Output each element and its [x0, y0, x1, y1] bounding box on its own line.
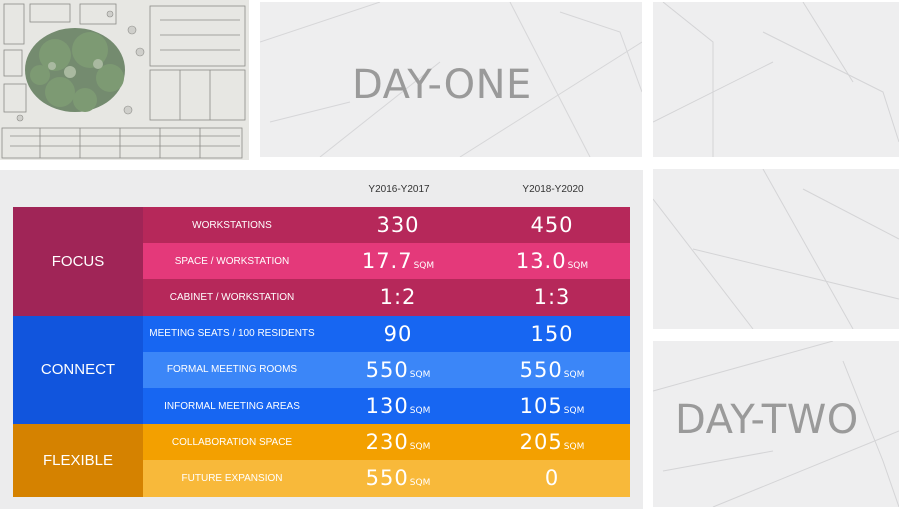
blueprint-background	[260, 2, 642, 157]
metric-value-period-1: 130SQM	[321, 394, 475, 418]
table-row: INFORMAL MEETING AREAS 130SQM 105SQM	[143, 388, 630, 425]
value-number: 17.7	[361, 249, 413, 274]
metric-label: CABINET / WORKSTATION	[169, 291, 295, 303]
table-row: SPACE / WORKSTATION 17.7SQM 13.0SQM	[143, 243, 630, 280]
value-unit: SQM	[563, 406, 585, 417]
metric-value-period-1: 230SQM	[321, 430, 475, 454]
metric-label: INFORMAL MEETING AREAS	[164, 400, 300, 412]
value-unit: SQM	[563, 369, 585, 380]
metric-label: MEETING SEATS / 100 RESIDENTS	[149, 328, 315, 340]
value-number: 550	[365, 357, 409, 382]
table-row: MEETING SEATS / 100 RESIDENTS 90 150	[143, 315, 630, 352]
value-number: 330	[376, 213, 420, 238]
value-unit: SQM	[409, 442, 431, 453]
blueprint-tile-top-right	[653, 2, 899, 157]
metric-value-period-1: 90	[321, 322, 475, 346]
table-row: WORKSTATIONS 330 450	[143, 207, 630, 244]
table-row: FORMAL MEETING ROOMS 550SQM 550SQM	[143, 351, 630, 388]
metric-value-period-1: 550SQM	[321, 358, 475, 382]
metric-label: COLLABORATION SPACE	[171, 436, 293, 448]
metric-value-period-2: 450	[475, 213, 629, 237]
value-number: 150	[530, 321, 574, 346]
value-number: 90	[383, 321, 413, 346]
metric-value-period-2: 550SQM	[475, 358, 629, 382]
value-number: 1:3	[533, 285, 571, 310]
table-row: FUTURE EXPANSION 550SQM 0	[143, 460, 630, 497]
group-label-connect: CONNECT	[13, 315, 143, 425]
blueprint-background	[653, 341, 899, 507]
value-number: 1:2	[379, 285, 417, 310]
value-unit: SQM	[409, 406, 431, 417]
value-number: 130	[365, 394, 409, 419]
metric-label: WORKSTATIONS	[192, 219, 272, 231]
value-unit: SQM	[409, 369, 431, 380]
metric-value-period-2: 150	[475, 322, 629, 346]
blueprint-tile-middle-right	[653, 169, 899, 329]
value-number: 13.0	[515, 249, 567, 274]
table-row: CABINET / WORKSTATION 1:2 1:3	[143, 279, 630, 316]
day-one-label: DAY-ONE	[352, 62, 532, 108]
value-unit: SQM	[413, 261, 435, 272]
value-number: 105	[519, 394, 563, 419]
day-one-tile: DAY-ONE	[260, 2, 642, 157]
metric-value-period-1: 330	[321, 213, 475, 237]
value-number: 0	[544, 466, 560, 491]
day-two-tile: DAY-TWO	[653, 341, 899, 507]
metrics-table: FOCUS WORKSTATIONS 330 450 SPACE / WORKSTATI…	[13, 207, 630, 497]
metric-label: FUTURE EXPANSION	[181, 472, 283, 484]
metric-value-period-1: 550SQM	[321, 466, 475, 490]
metric-value-period-2: 105SQM	[475, 394, 629, 418]
value-unit: SQM	[563, 442, 585, 453]
floor-plan-drawing	[0, 0, 249, 160]
blueprint-background	[653, 2, 899, 157]
table-row: COLLABORATION SPACE 230SQM 205SQM	[143, 424, 630, 461]
group-label-flexible: FLEXIBLE	[13, 424, 143, 497]
blueprint-background	[653, 169, 899, 329]
floor-plan-image	[0, 0, 249, 160]
metric-value-period-1: 1:2	[321, 285, 475, 309]
value-number: 450	[530, 213, 574, 238]
metric-value-period-2: 0	[475, 466, 629, 490]
column-header-period-1: Y2016-Y2017	[368, 184, 430, 195]
column-header-period-2: Y2018-Y2020	[522, 184, 584, 195]
value-number: 550	[365, 466, 409, 491]
value-number: 205	[519, 430, 563, 455]
value-number: 230	[365, 430, 409, 455]
metric-value-period-2: 205SQM	[475, 430, 629, 454]
metric-value-period-2: 13.0SQM	[475, 249, 629, 273]
value-number: 550	[519, 357, 563, 382]
day-two-label: DAY-TWO	[675, 397, 859, 443]
metric-label: FORMAL MEETING ROOMS	[166, 364, 298, 376]
metric-value-period-2: 1:3	[475, 285, 629, 309]
metric-label: SPACE / WORKSTATION	[174, 255, 290, 267]
value-unit: SQM	[567, 261, 589, 272]
group-label-focus: FOCUS	[13, 207, 143, 316]
value-unit: SQM	[409, 478, 431, 489]
metric-value-period-1: 17.7SQM	[321, 249, 475, 273]
